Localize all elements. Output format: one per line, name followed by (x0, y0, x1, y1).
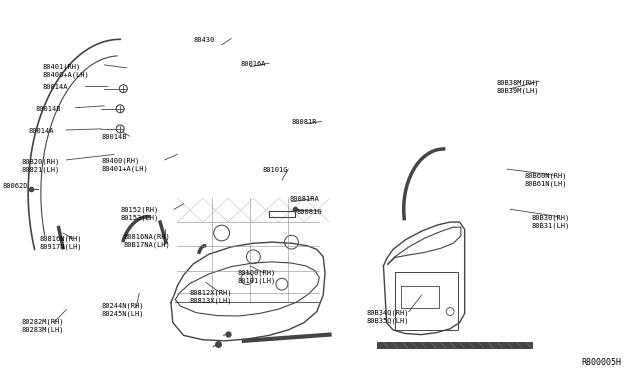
Text: 80081RA: 80081RA (289, 196, 319, 202)
Text: 80016A: 80016A (241, 61, 266, 67)
Text: 80062D: 80062D (3, 183, 28, 189)
Text: 80101G: 80101G (263, 167, 289, 173)
Text: 80014A: 80014A (42, 84, 68, 90)
Text: 80B34Q(RH)
80B35Q(LH): 80B34Q(RH) 80B35Q(LH) (366, 309, 409, 324)
Text: 80081R: 80081R (291, 119, 317, 125)
Text: R800005H: R800005H (581, 358, 621, 367)
Text: 80244N(RH)
80245N(LH): 80244N(RH) 80245N(LH) (101, 302, 143, 317)
Text: 80430: 80430 (193, 37, 214, 43)
Text: 80820(RH)
80821(LH): 80820(RH) 80821(LH) (22, 158, 60, 173)
Text: 80282M(RH)
80283M(LH): 80282M(RH) 80283M(LH) (22, 319, 64, 333)
Text: 80812X(RH)
80813X(LH): 80812X(RH) 80813X(LH) (190, 290, 232, 304)
Text: 80B30(RH)
80B31(LH): 80B30(RH) 80B31(LH) (532, 214, 570, 228)
Text: 80B60N(RH)
80B61N(LH): 80B60N(RH) 80B61N(LH) (524, 172, 567, 187)
Text: 80401(RH)
80400+A(LH): 80401(RH) 80400+A(LH) (42, 63, 89, 78)
Text: 80014A: 80014A (28, 128, 54, 134)
Text: 80B38M(RH)
80B39M(LH): 80B38M(RH) 80B39M(LH) (497, 80, 539, 94)
Text: 80152(RH)
80153(LH): 80152(RH) 80153(LH) (120, 207, 158, 221)
Text: 80400(RH)
80401+A(LH): 80400(RH) 80401+A(LH) (101, 157, 148, 172)
Text: 80081G: 80081G (296, 209, 322, 215)
Text: 80816NA(RH)
80B17NA(LH): 80816NA(RH) 80B17NA(LH) (124, 233, 170, 247)
Text: 80100(RH)
80101(LH): 80100(RH) 80101(LH) (237, 270, 276, 284)
Text: 80014B: 80014B (101, 134, 127, 140)
Text: 80014B: 80014B (36, 106, 61, 112)
Text: 80816N(RH)
80917N(LH): 80816N(RH) 80917N(LH) (40, 236, 82, 250)
